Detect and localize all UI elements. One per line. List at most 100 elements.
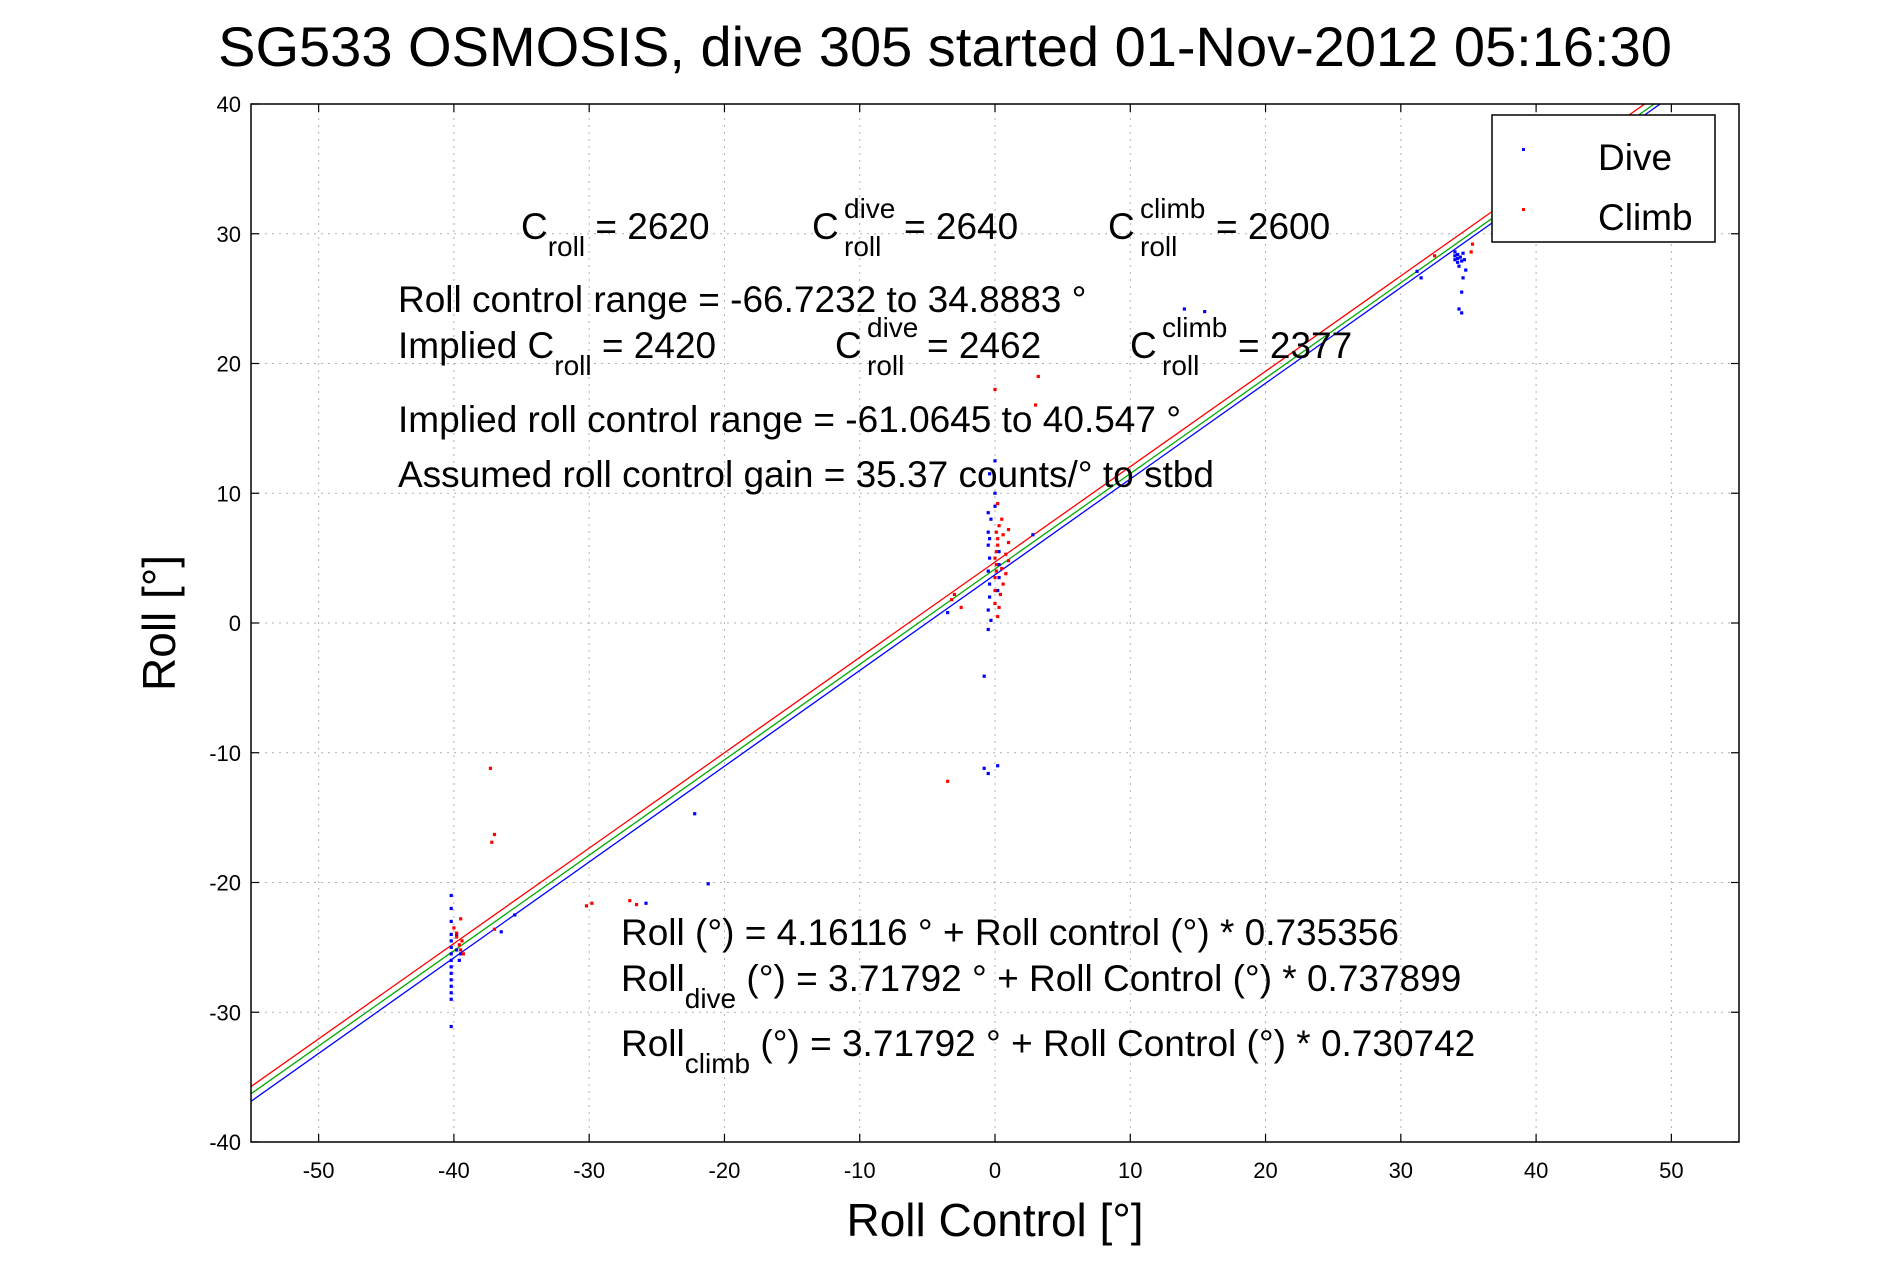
climb-point [946,779,950,783]
climb-point [1004,552,1008,556]
dive-point [1462,258,1466,262]
climb-point [1470,242,1475,246]
annotation-implied-c-roll-climb-sub: roll [1162,350,1199,381]
annotation-c-roll-dive-sub: roll [844,231,881,262]
dive-point [986,771,990,776]
x-tick-label: 10 [1118,1158,1142,1183]
dive-point [1456,252,1460,257]
climb-point [996,543,1000,547]
climb-point [993,601,997,606]
dive-point [986,627,990,632]
dive-point [449,893,453,898]
y-tick-label: 10 [217,481,241,506]
climb-point [997,605,1001,610]
dive-point [1458,255,1462,259]
dive-point [986,543,990,547]
x-axis-label: Roll Control [°] [846,1194,1143,1246]
dive-point [987,537,992,541]
climb-point [1036,374,1040,379]
dive-point [449,991,453,995]
dive-point [996,764,1000,768]
climb-point [997,524,1001,528]
climb-point [996,537,1000,541]
dive-point [706,882,710,886]
dive-point [987,582,992,586]
legend-dive-label: Dive [1598,137,1672,178]
chart-title: SG533 OSMOSIS, dive 305 started 01-Nov-2… [218,15,1672,78]
dive-point [449,906,453,911]
dive-point [986,569,990,573]
dive-point [1460,311,1464,315]
climb-point [1004,572,1008,576]
dive-point [997,550,1001,554]
climb-point [952,592,957,597]
x-tick-label: -40 [438,1158,470,1183]
dive-point [986,608,990,612]
climb-point [492,927,497,931]
climb-point [452,926,456,930]
dive-point [459,952,463,956]
x-tick-label: 0 [989,1158,1001,1183]
climb-point [1000,517,1004,521]
dive-point [1419,276,1423,280]
dive-point [449,1024,453,1029]
x-tick-label: 20 [1253,1158,1277,1183]
climb-point [460,939,464,943]
dive-point [449,945,453,949]
climb-point [993,588,997,593]
x-tick-label: -30 [573,1158,605,1183]
annotation-c-roll: Croll = 2620 [521,206,710,262]
dive-point [1415,269,1419,273]
annotation-gain: Assumed roll control gain = 35.37 counts… [398,454,1214,495]
dive-point [449,958,453,962]
dive-point [982,766,986,770]
dive-point [997,575,1001,580]
climb-point [1006,559,1011,563]
y-tick-label: -10 [209,741,241,766]
dive-point [989,517,993,521]
annotation-roll-control-range: Roll control range = -66.7232 to 34.8883… [398,279,1086,320]
climb-point [1006,540,1011,545]
x-tick-label: -50 [303,1158,335,1183]
climb-point [1001,582,1005,586]
dive-point [449,952,453,956]
series-climb [452,242,1475,956]
dive-point [997,563,1001,567]
dive-point [457,958,461,962]
climb-point [993,575,997,580]
x-tick-label: 50 [1659,1158,1683,1183]
y-tick-label: -20 [209,871,241,896]
dive-point [1457,264,1461,268]
dive-point [996,588,1000,593]
climb-point [994,563,998,567]
climb-point [455,931,459,935]
y-tick-label: 30 [217,222,241,247]
dive-point [1461,251,1465,255]
legend-climb-label: Climb [1598,197,1693,238]
annotation-c-roll-climb: C [1108,206,1135,247]
y-tick-label: -40 [209,1130,241,1155]
dive-point [449,932,453,936]
climb-point [1000,566,1004,571]
dive-point [993,491,997,495]
fit-line [251,104,1662,1102]
dive-point [499,930,503,934]
climb-point [950,598,954,602]
dive-point [986,511,990,515]
climb-point [996,502,1000,506]
climb-point [488,766,493,770]
dive-point [449,984,453,988]
climb-point [1469,250,1473,254]
climb-point [584,904,589,908]
y-tick-label: 0 [229,611,241,636]
climb-point [996,614,1000,619]
dive-point [987,595,992,599]
dive-point [1456,256,1460,261]
climb-point [492,832,497,837]
dive-point [987,472,992,476]
y-tick-label: -30 [209,1000,241,1025]
dive-point [644,901,648,905]
climb-point [628,899,632,903]
dive-point [1460,290,1464,294]
dive-point [1182,307,1186,311]
